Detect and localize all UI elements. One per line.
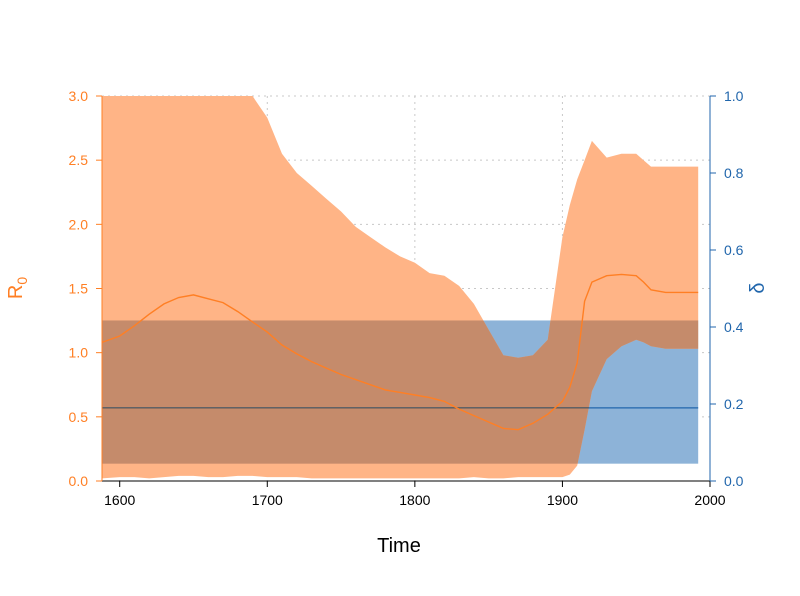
x-tick-label-0: 1600 bbox=[104, 492, 135, 508]
x-axis-title: Time bbox=[377, 535, 421, 557]
y-axis-left-title-sub: 0 bbox=[14, 277, 30, 285]
y-axis-right-title: δ bbox=[747, 282, 769, 293]
y-right-tick-label-5: 1.0 bbox=[724, 88, 744, 104]
y-left-tick-label-4: 2.0 bbox=[69, 216, 89, 232]
y-left-tick-label-2: 1.0 bbox=[69, 345, 89, 361]
x-tick-label-1: 1700 bbox=[252, 492, 283, 508]
y-right-tick-label-0: 0.0 bbox=[724, 473, 744, 489]
x-tick-label-3: 1900 bbox=[547, 492, 578, 508]
y-left-tick-label-0: 0.0 bbox=[69, 473, 89, 489]
y-right-tick-label-4: 0.8 bbox=[724, 165, 744, 181]
y-right-tick-label-2: 0.4 bbox=[724, 319, 744, 335]
y-right-tick-label-3: 0.6 bbox=[724, 242, 744, 258]
axes: 1600 1700 1800 1900 2000 0.0 0.5 1.0 1.5 2.0 2.5 3.… bbox=[69, 88, 744, 508]
credible-bands bbox=[102, 96, 699, 479]
y-axis-left-title-main: R bbox=[5, 285, 27, 299]
y-right-tick-label-1: 0.2 bbox=[724, 396, 744, 412]
y-left-tick-label-6: 3.0 bbox=[69, 88, 89, 104]
median-lines bbox=[101, 273, 699, 431]
y-left-tick-label-3: 1.5 bbox=[69, 281, 89, 297]
x-tick-label-4: 2000 bbox=[694, 492, 725, 508]
r0-median-line bbox=[101, 273, 699, 431]
x-tick-label-2: 1800 bbox=[399, 492, 430, 508]
y-left-tick-label-1: 0.5 bbox=[69, 409, 89, 425]
y-left-tick-label-5: 2.5 bbox=[69, 152, 89, 168]
y-axis-left-title: R0 bbox=[5, 277, 30, 299]
